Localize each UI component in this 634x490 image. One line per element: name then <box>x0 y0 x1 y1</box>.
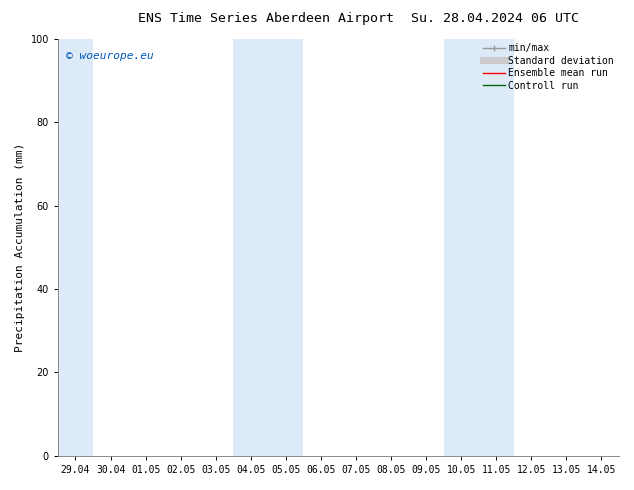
Text: © woeurope.eu: © woeurope.eu <box>67 51 154 61</box>
Y-axis label: Precipitation Accumulation (mm): Precipitation Accumulation (mm) <box>15 143 25 352</box>
Bar <box>444 39 514 456</box>
Text: Su. 28.04.2024 06 UTC: Su. 28.04.2024 06 UTC <box>411 12 578 25</box>
Bar <box>233 39 304 456</box>
Legend: min/max, Standard deviation, Ensemble mean run, Controll run: min/max, Standard deviation, Ensemble me… <box>480 41 617 94</box>
Bar <box>58 39 93 456</box>
Text: ENS Time Series Aberdeen Airport: ENS Time Series Aberdeen Airport <box>138 12 394 25</box>
